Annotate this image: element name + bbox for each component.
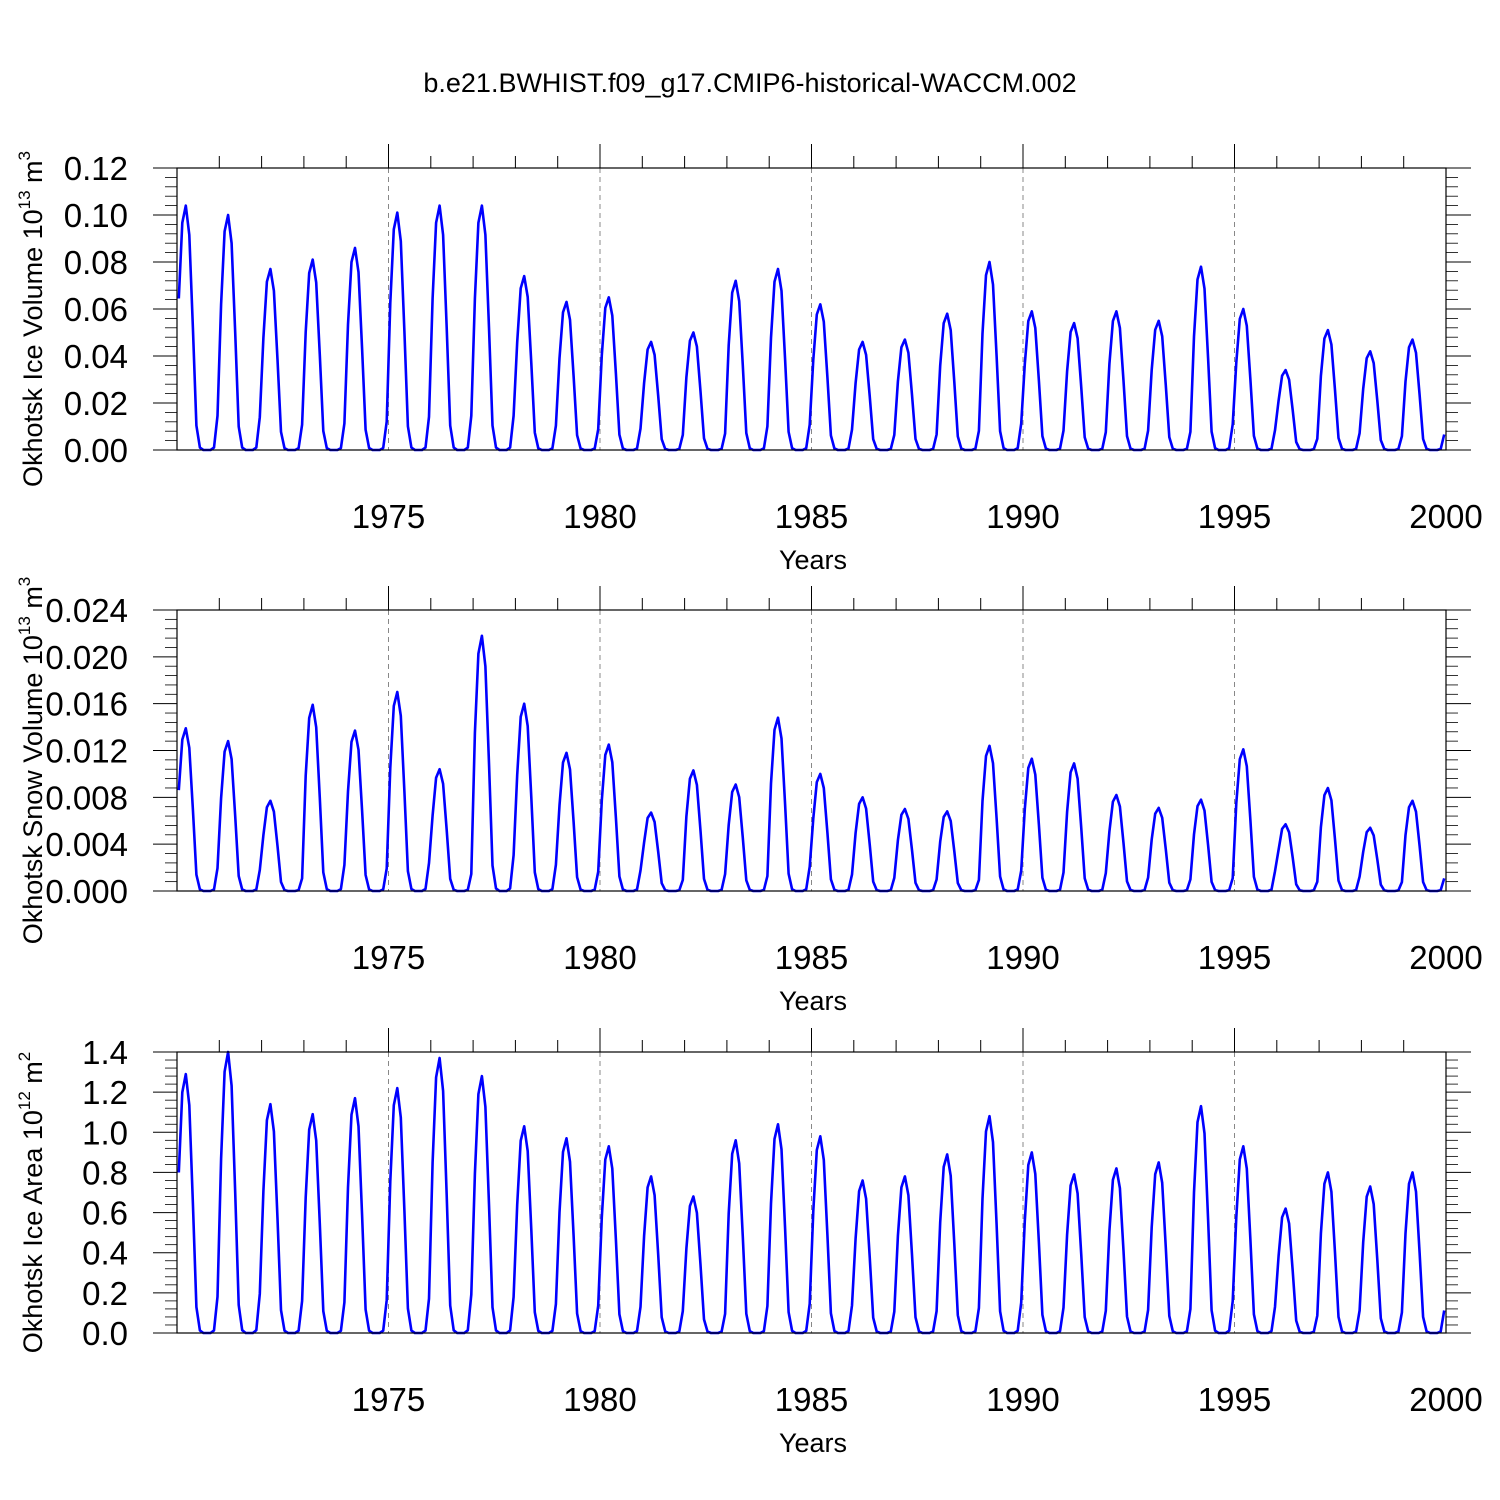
y-tick-label: 0.000 <box>45 873 128 910</box>
panel-snow-volume-y-tick-labels: 0.000 0.004 0.008 0.012 0.016 0.020 0.024 <box>45 592 128 910</box>
panel-snow-volume-x-axis-label: Years <box>779 986 847 1016</box>
y-tick-label: 0.012 <box>45 733 128 770</box>
y-tick-label: 0.008 <box>45 779 128 816</box>
y-tick-label: 0.08 <box>64 244 128 281</box>
x-tick-label: 1980 <box>563 498 636 535</box>
series-line <box>177 634 1446 893</box>
ylabel-unit-exponent: 3 <box>15 151 34 160</box>
y-tick-label: 0.016 <box>45 686 128 723</box>
ylabel-unit: m <box>18 1061 48 1091</box>
panel-ice-volume-ticks <box>153 144 1471 451</box>
x-tick-label: 1990 <box>986 939 1059 976</box>
panel-ice-volume-frame <box>176 167 1447 451</box>
panel-snow-volume-y-axis-label: Okhotsk Snow Volume 1013 m3 <box>15 577 48 945</box>
ylabel-main: Okhotsk Ice Volume 10 <box>18 209 48 487</box>
x-tick-label: 2000 <box>1409 939 1482 976</box>
series-line <box>177 1050 1446 1335</box>
x-tick-label: 1980 <box>563 939 636 976</box>
y-tick-label: 1.2 <box>82 1074 128 1111</box>
y-tick-label: 0.024 <box>45 592 128 629</box>
panel-snow-volume-frame <box>176 609 1447 892</box>
panel-ice-volume-y-tick-labels: 0.00 0.02 0.04 0.06 0.08 0.10 0.12 <box>64 150 128 469</box>
y-tick-label: 0.12 <box>64 150 128 187</box>
panel-ice-area: 0.00.20.40.6 0.81.01.21.4 1975 1980 1985 199… <box>15 1028 1483 1458</box>
y-tick-label: 0.02 <box>64 385 128 422</box>
panel-ice-area-gridlines <box>388 1052 1447 1333</box>
x-tick-label: 1990 <box>986 1381 1059 1418</box>
x-tick-label: 1975 <box>352 498 425 535</box>
x-tick-label: 1985 <box>775 498 848 535</box>
panel-ice-volume-x-axis-label: Years <box>779 545 847 575</box>
x-tick-label: 1985 <box>775 939 848 976</box>
ylabel-exponent: 13 <box>15 190 34 209</box>
x-tick-label: 2000 <box>1409 1381 1482 1418</box>
y-tick-label: 1.0 <box>82 1114 128 1151</box>
x-tick-label: 1985 <box>775 1381 848 1418</box>
panel-snow-volume-ticks <box>153 586 1471 892</box>
figure-title: b.e21.BWHIST.f09_g17.CMIP6-historical-WA… <box>423 68 1076 98</box>
y-tick-label: 0.6 <box>82 1195 128 1232</box>
panel-ice-area-x-tick-labels: 1975 1980 1985 1990 1995 2000 <box>352 1381 1483 1418</box>
panel-ice-volume: 0.00 0.02 0.04 0.06 0.08 0.10 0.12 1975 1980 198… <box>15 144 1483 575</box>
panel-ice-volume-gridlines <box>388 168 1447 450</box>
panel-ice-volume-series <box>177 204 1446 452</box>
y-tick-label: 0.00 <box>64 432 128 469</box>
x-tick-label: 1995 <box>1198 498 1271 535</box>
y-tick-label: 0.020 <box>45 639 128 676</box>
ylabel-main: Okhotsk Snow Volume 10 <box>18 635 48 944</box>
ylabel-main: Okhotsk Ice Area 10 <box>18 1110 48 1353</box>
panel-ice-area-y-tick-labels: 0.00.20.40.6 0.81.01.21.4 <box>82 1034 128 1352</box>
panel-ice-volume-x-tick-labels: 1975 1980 1985 1990 1995 2000 <box>352 498 1483 535</box>
ylabel-unit-exponent: 2 <box>15 1052 34 1061</box>
ylabel-exponent: 13 <box>15 616 34 635</box>
x-tick-label: 1980 <box>563 1381 636 1418</box>
panel-ice-area-ticks <box>153 1028 1471 1334</box>
series-line <box>177 204 1446 452</box>
ylabel-unit: m <box>18 586 48 616</box>
x-tick-label: 1995 <box>1198 939 1271 976</box>
panel-ice-area-series <box>177 1050 1446 1335</box>
panel-snow-volume: 0.000 0.004 0.008 0.012 0.016 0.020 0.024 1975… <box>15 577 1483 1016</box>
panel-ice-volume-y-axis-label: Okhotsk Ice Volume 1013 m3 <box>15 151 48 487</box>
panel-ice-area-x-axis-label: Years <box>779 1428 847 1458</box>
panel-snow-volume-gridlines <box>388 610 1447 891</box>
ylabel-unit-exponent: 3 <box>15 577 34 586</box>
y-tick-label: 0.04 <box>64 338 128 375</box>
x-tick-label: 1975 <box>352 939 425 976</box>
y-tick-label: 0.4 <box>82 1235 128 1272</box>
ylabel-exponent: 12 <box>15 1091 34 1110</box>
panel-snow-volume-series <box>177 634 1446 893</box>
y-tick-label: 0.10 <box>64 197 128 234</box>
ylabel-unit: m <box>18 160 48 190</box>
x-tick-label: 1995 <box>1198 1381 1271 1418</box>
panel-snow-volume-x-tick-labels: 1975 1980 1985 1990 1995 2000 <box>352 939 1483 976</box>
x-tick-label: 1990 <box>986 498 1059 535</box>
x-tick-label: 1975 <box>352 1381 425 1418</box>
y-tick-label: 0.0 <box>82 1315 128 1352</box>
y-tick-label: 1.4 <box>82 1034 128 1071</box>
y-tick-label: 0.8 <box>82 1154 128 1191</box>
panel-ice-area-y-axis-label: Okhotsk Ice Area 1012 m2 <box>15 1052 48 1354</box>
panel-ice-area-frame <box>176 1051 1447 1334</box>
y-tick-label: 0.2 <box>82 1275 128 1312</box>
y-tick-label: 0.06 <box>64 291 128 328</box>
x-tick-label: 2000 <box>1409 498 1482 535</box>
y-tick-label: 0.004 <box>45 826 128 863</box>
